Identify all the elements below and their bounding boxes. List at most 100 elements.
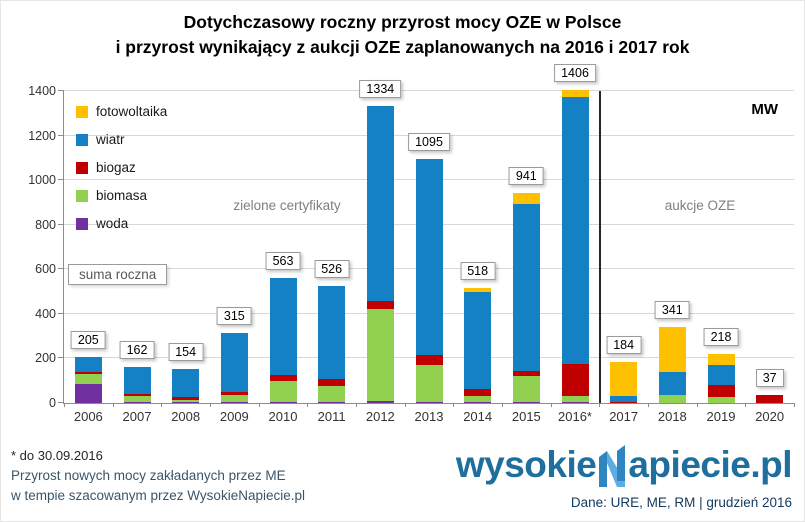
wysokienapiecie-logo: wysokie apiecie.pl bbox=[455, 444, 792, 487]
legend-label: woda bbox=[96, 216, 129, 231]
x-axis-tick bbox=[794, 403, 795, 407]
legend-item-wiatr: wiatr bbox=[76, 132, 167, 147]
bar-segment-woda bbox=[123, 401, 151, 403]
bar-segment-biomasa bbox=[415, 365, 443, 402]
x-axis-label: 2016* bbox=[558, 409, 592, 424]
x-axis-tick bbox=[599, 403, 601, 407]
bar-segment-woda bbox=[561, 401, 589, 403]
bar-total-label: 1095 bbox=[408, 132, 450, 151]
x-axis-tick bbox=[258, 403, 260, 407]
bar-segment-wiatr bbox=[415, 159, 443, 356]
stacked-bar bbox=[318, 285, 346, 403]
legend-swatch-biogaz bbox=[76, 161, 88, 174]
x-axis-tick bbox=[502, 403, 503, 407]
logo-text-left: wysokie bbox=[455, 444, 597, 485]
x-axis-tick bbox=[453, 403, 455, 407]
gridline bbox=[64, 90, 794, 91]
x-axis-label: 2019 bbox=[706, 409, 736, 424]
stacked-bar bbox=[74, 357, 102, 403]
bar-total-label: 37 bbox=[755, 368, 784, 387]
y-axis-tick bbox=[58, 179, 64, 181]
bar-segment-wiatr bbox=[366, 105, 394, 301]
bar-segment-woda bbox=[464, 401, 492, 403]
bar-segment-biomasa bbox=[318, 386, 346, 402]
x-axis-label: 2018 bbox=[657, 409, 687, 424]
x-axis-tick bbox=[161, 403, 163, 407]
legend-swatch-fotowoltaika bbox=[76, 105, 88, 118]
bar-segment-fotowoltaika bbox=[707, 354, 735, 366]
bar-total-label: 341 bbox=[654, 301, 690, 320]
bar-segment-woda bbox=[318, 401, 346, 403]
x-axis-label: 2010 bbox=[268, 409, 298, 424]
x-axis-label: 2013 bbox=[414, 409, 444, 424]
x-axis-tick bbox=[210, 403, 211, 407]
y-axis-tick bbox=[58, 312, 64, 314]
y-axis-tick-label: 600 bbox=[35, 262, 56, 277]
bar-segment-biogaz bbox=[610, 401, 638, 403]
era-label-auctions: aukcje OZE bbox=[664, 198, 736, 213]
footnote-asterisk: * do 30.09.2016 bbox=[11, 448, 103, 463]
x-axis-tick bbox=[648, 403, 649, 407]
logo-lightning-n-icon bbox=[599, 445, 626, 487]
bar-total-label: 154 bbox=[168, 342, 204, 361]
bar-total-label: 1406 bbox=[554, 63, 596, 82]
legend-item-woda: woda bbox=[76, 216, 167, 231]
stacked-bar bbox=[220, 332, 248, 403]
stacked-bar bbox=[658, 327, 686, 403]
bar-segment-biogaz bbox=[269, 375, 297, 381]
stacked-bar bbox=[123, 366, 151, 403]
bar-total-label: 315 bbox=[216, 306, 252, 325]
bar-segment-wiatr bbox=[220, 332, 248, 392]
bar-segment-wiatr bbox=[561, 97, 589, 365]
bar-segment-biogaz bbox=[74, 371, 102, 375]
y-axis-tick-label: 0 bbox=[49, 396, 56, 410]
x-axis-label: 2020 bbox=[755, 409, 785, 424]
chart-title: Dotychczasowy roczny przyrost mocy OZE w… bbox=[1, 1, 804, 60]
stacked-bar bbox=[561, 89, 589, 403]
bar-segment-biogaz bbox=[318, 378, 346, 387]
bar-segment-fotowoltaika bbox=[658, 327, 686, 372]
bar-segment-wiatr bbox=[658, 371, 686, 396]
logo-text-right: apiecie.pl bbox=[628, 444, 792, 485]
bar-segment-biomasa bbox=[366, 309, 394, 401]
plot-area: fotowoltaika wiatr biogaz biomasa woda zielo… bbox=[28, 63, 795, 424]
bar-segment-wiatr bbox=[707, 365, 735, 386]
bar-segment-wiatr bbox=[74, 357, 102, 372]
bar-segment-biomasa bbox=[220, 395, 248, 402]
stacked-bar bbox=[172, 368, 200, 403]
bar-segment-biomasa bbox=[172, 399, 200, 402]
unit-label: MW bbox=[751, 101, 778, 118]
bar-segment-woda bbox=[366, 400, 394, 403]
bar-segment-biogaz bbox=[512, 370, 540, 377]
legend-label: biomasa bbox=[96, 188, 148, 203]
chart-title-line1: Dotychczasowy roczny przyrost mocy OZE w… bbox=[183, 12, 622, 32]
stacked-bar bbox=[610, 362, 638, 403]
legend-label: wiatr bbox=[96, 132, 125, 147]
bar-segment-biomasa bbox=[561, 396, 589, 402]
bar-segment-fotowoltaika bbox=[610, 362, 638, 397]
x-axis-label: 2007 bbox=[122, 409, 152, 424]
bar-segment-wiatr bbox=[269, 277, 297, 376]
y-axis-tick bbox=[58, 90, 64, 91]
bar-segment-biomasa bbox=[269, 380, 297, 402]
bar-total-label: 941 bbox=[508, 167, 544, 186]
x-axis-label: 2008 bbox=[171, 409, 201, 424]
bar-segment-wiatr bbox=[172, 368, 200, 397]
bar-segment-biogaz bbox=[220, 391, 248, 396]
y-axis-tick bbox=[58, 268, 64, 270]
legend-swatch-woda bbox=[76, 217, 88, 230]
bar-segment-biogaz bbox=[415, 355, 443, 366]
y-axis-tick bbox=[58, 357, 64, 359]
x-axis-label: 2011 bbox=[317, 409, 346, 424]
bar-segment-biomasa bbox=[707, 397, 735, 403]
legend-item-biogaz: biogaz bbox=[76, 160, 167, 175]
bar-total-label: 218 bbox=[703, 328, 739, 347]
x-axis-label: 2012 bbox=[365, 409, 395, 424]
bar-segment-fotowoltaika bbox=[464, 287, 492, 293]
y-axis-tick-label: 1200 bbox=[28, 128, 56, 143]
y-axis-tick-label: 1000 bbox=[28, 173, 56, 188]
chart-title-line2: i przyrost wynikający z aukcji OZE zapla… bbox=[115, 37, 690, 57]
bar-total-label: 518 bbox=[460, 261, 496, 280]
bar-total-label: 526 bbox=[314, 259, 350, 278]
